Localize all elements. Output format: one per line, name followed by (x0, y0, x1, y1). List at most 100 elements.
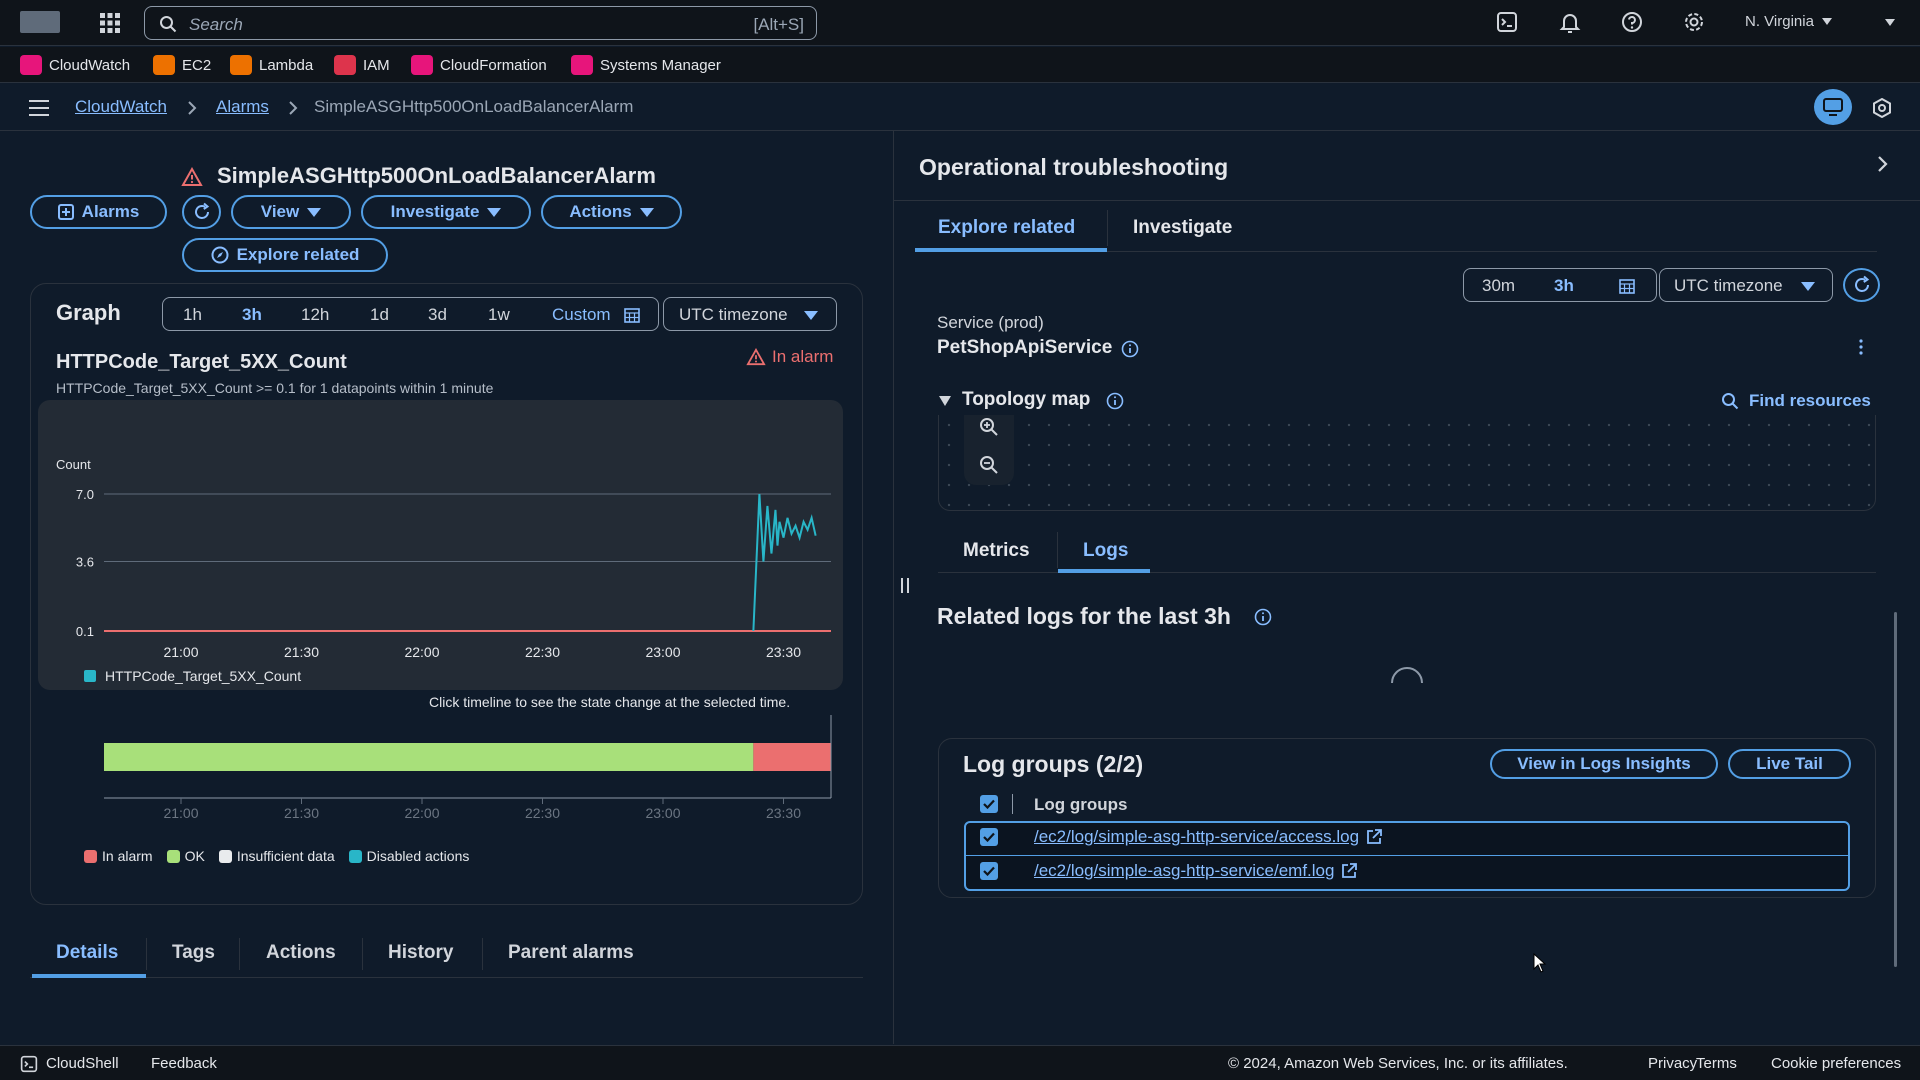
calendar-icon[interactable] (624, 307, 640, 323)
breadcrumb-alarms[interactable]: Alarms (216, 97, 269, 116)
search-input[interactable]: Search [Alt+S] (144, 6, 817, 40)
favorite-cloudwatch[interactable]: CloudWatch (20, 55, 130, 75)
ai-assistant-button[interactable] (1814, 89, 1852, 125)
info-icon[interactable] (1254, 608, 1272, 626)
service-label: Service (prod) (937, 313, 1044, 332)
tab-parent-alarms[interactable]: Parent alarms (508, 942, 634, 963)
footer-feedback[interactable]: Feedback (151, 1055, 217, 1072)
region-selector[interactable]: N. Virginia (1745, 13, 1832, 30)
help-icon[interactable] (1621, 11, 1643, 33)
alarms-button[interactable]: Alarms (30, 195, 167, 229)
refresh-button[interactable] (182, 195, 221, 229)
legend-swatch (166, 849, 180, 863)
services-grid-icon[interactable] (99, 12, 121, 34)
range-1h[interactable]: 1h (183, 305, 202, 324)
log-groups-table (964, 821, 1850, 891)
tab-history[interactable]: History (388, 942, 454, 963)
chevron-right-icon[interactable] (1877, 155, 1889, 173)
footer-terms[interactable]: Terms (1696, 1055, 1737, 1072)
favorite-ec2[interactable]: EC2 (153, 55, 211, 75)
zoom-in-icon[interactable] (979, 417, 999, 437)
view-dropdown[interactable]: View (231, 195, 351, 229)
more-options-icon[interactable] (1858, 338, 1864, 356)
favorite-systems-manager[interactable]: Systems Manager (571, 55, 721, 75)
region-label: N. Virginia (1745, 13, 1814, 30)
find-resources-link[interactable]: Find resources (1721, 391, 1871, 411)
subtab-logs[interactable]: Logs (1083, 540, 1129, 561)
calendar-icon[interactable] (1619, 278, 1635, 294)
loading-spinner-icon (1391, 667, 1423, 684)
topology-map-canvas[interactable] (938, 415, 1876, 511)
resize-handle-icon[interactable] (901, 578, 909, 593)
range-3h[interactable]: 3h (1554, 276, 1574, 295)
investigate-label: Investigate (390, 202, 480, 221)
log-group-row[interactable]: /ec2/log/simple-asg-http-service/access.… (1034, 827, 1383, 847)
log-group-link[interactable]: /ec2/log/simple-asg-http-service/access.… (1034, 827, 1360, 846)
footer-cloudshell[interactable]: CloudShell (46, 1055, 119, 1072)
caret-down-icon (639, 207, 654, 217)
timezone-dropdown[interactable]: UTC timezone (663, 297, 837, 331)
x-tick-label: 23:00 (645, 644, 680, 660)
panel-timezone-dropdown[interactable]: UTC timezone (1659, 268, 1833, 302)
timeline-tick-label: 21:30 (284, 805, 319, 821)
info-panel-icon[interactable] (1872, 98, 1892, 118)
cloudshell-icon[interactable] (1496, 11, 1518, 33)
log-group-row[interactable]: /ec2/log/simple-asg-http-service/emf.log (1034, 861, 1358, 881)
range-12h[interactable]: 12h (301, 305, 330, 324)
split-panel-divider[interactable] (893, 131, 894, 1044)
tab-details[interactable]: Details (56, 942, 119, 963)
scrollbar[interactable] (1894, 612, 1897, 967)
timeline-tick-label: 22:00 (404, 805, 439, 821)
row-checkbox[interactable] (980, 828, 998, 846)
subtab-metrics[interactable]: Metrics (963, 540, 1030, 561)
legend-swatch (348, 849, 362, 863)
find-resources-label: Find resources (1749, 391, 1871, 410)
range-30m[interactable]: 30m (1482, 276, 1516, 295)
actions-dropdown[interactable]: Actions (541, 195, 682, 229)
range-1w[interactable]: 1w (488, 305, 510, 324)
live-tail-button[interactable]: Live Tail (1728, 749, 1851, 779)
log-group-link[interactable]: /ec2/log/simple-asg-http-service/emf.log (1034, 861, 1335, 880)
chevron-right-icon (289, 101, 298, 115)
range-1d[interactable]: 1d (370, 305, 389, 324)
legend-label: OK (184, 848, 205, 864)
info-icon[interactable] (1106, 392, 1124, 410)
row-checkbox[interactable] (980, 862, 998, 880)
account-menu-chevron-icon[interactable] (1885, 19, 1895, 26)
select-all-checkbox[interactable] (980, 795, 998, 813)
investigate-dropdown[interactable]: Investigate (361, 195, 531, 229)
range-3h[interactable]: 3h (242, 305, 262, 324)
notifications-icon[interactable] (1559, 11, 1581, 33)
legend-label: In alarm (102, 848, 153, 864)
hamburger-menu-icon[interactable] (28, 99, 50, 117)
tab-tags[interactable]: Tags (172, 942, 215, 963)
cloudshell-icon[interactable] (20, 1055, 38, 1073)
range-3d[interactable]: 3d (428, 305, 447, 324)
explore-related-button[interactable]: Explore related (182, 238, 388, 272)
footer-privacy[interactable]: Privacy (1648, 1055, 1698, 1072)
zoom-out-icon[interactable] (979, 455, 999, 475)
favorite-iam[interactable]: IAM (334, 55, 390, 75)
tab-separator (1057, 532, 1058, 568)
tab-explore-related[interactable]: Explore related (938, 217, 1076, 238)
metric-subtitle: HTTPCode_Target_5XX_Count >= 0.1 for 1 d… (56, 380, 494, 396)
favorite-lambda[interactable]: Lambda (230, 55, 313, 75)
tab-actions[interactable]: Actions (266, 942, 336, 963)
view-in-logs-insights-button[interactable]: View in Logs Insights (1490, 749, 1718, 779)
state-timeline[interactable]: 21:00 21:30 22:00 22:30 23:00 23:30 (38, 710, 858, 830)
info-icon[interactable] (1121, 340, 1139, 358)
settings-gear-icon[interactable] (1683, 11, 1705, 33)
caret-down-icon[interactable] (938, 395, 952, 407)
y-tick-label: 3.6 (76, 555, 94, 570)
favorite-cloudformation[interactable]: CloudFormation (411, 55, 547, 75)
timeline-tick-label: 22:30 (525, 805, 560, 821)
aws-logo[interactable] (20, 11, 60, 33)
topology-title[interactable]: Topology map (962, 389, 1091, 410)
explore-related-label: Explore related (236, 245, 360, 264)
footer-cookie-preferences[interactable]: Cookie preferences (1771, 1055, 1902, 1072)
tab-investigate[interactable]: Investigate (1133, 217, 1233, 238)
chart-area[interactable] (38, 400, 843, 690)
range-custom[interactable]: Custom (552, 305, 611, 324)
panel-refresh-button[interactable] (1843, 268, 1880, 302)
breadcrumb-cloudwatch[interactable]: CloudWatch (75, 97, 167, 116)
